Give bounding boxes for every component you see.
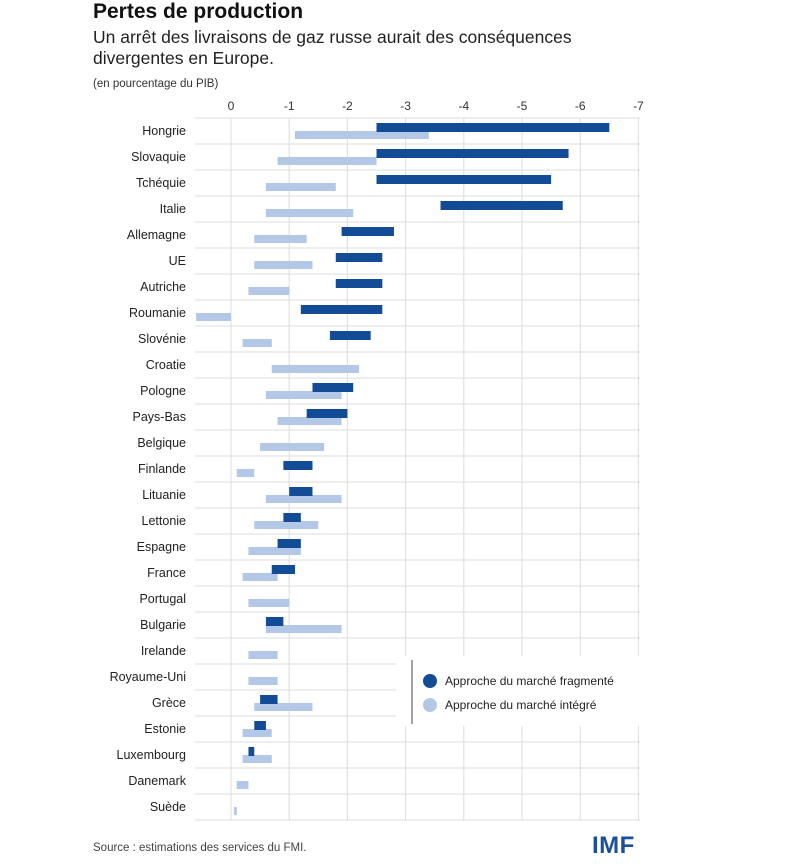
category-label: France	[147, 566, 186, 580]
integrated-market-bar	[265, 183, 336, 191]
integrated-market-bar	[242, 729, 272, 737]
fragmented-market-bar	[376, 123, 610, 132]
fragmented-market-bar	[283, 461, 313, 470]
x-tick-label: -4	[458, 99, 469, 113]
category-label: Estonie	[144, 722, 186, 736]
fragmented-market-bar	[335, 253, 383, 262]
integrated-market-bar	[248, 651, 278, 659]
legend-label-integrated: Approche du marché intégré	[445, 698, 597, 712]
fragmented-market-bar	[306, 409, 348, 418]
x-tick-label: -3	[400, 99, 411, 113]
integrated-market-bar	[248, 677, 278, 685]
fragmented-market-bar	[271, 565, 296, 574]
category-label: Espagne	[137, 540, 186, 554]
integrated-market-bar	[265, 391, 342, 399]
category-label: Irelande	[141, 644, 186, 658]
category-labels: Hongrie Slovaquie Tchéquie Italie Allemagne U…	[110, 124, 187, 814]
category-label: Royaume-Uni	[110, 670, 186, 684]
category-label: Croatie	[146, 358, 186, 372]
integrated-market-bar	[236, 781, 249, 789]
bars	[196, 123, 610, 815]
integrated-market-bar	[236, 469, 255, 477]
category-label: Allemagne	[127, 228, 186, 242]
integrated-market-bar	[254, 235, 307, 243]
legend: Approche du marché fragmenté Approche du …	[396, 656, 640, 726]
category-label: Danemark	[128, 774, 186, 788]
integrated-market-bar	[242, 755, 272, 763]
legend-label-fragmented: Approche du marché fragmenté	[445, 674, 614, 688]
category-label: UE	[169, 254, 186, 268]
fragmented-market-bar	[260, 695, 278, 704]
integrated-market-bar	[196, 313, 231, 321]
integrated-market-bar	[265, 625, 342, 633]
x-axis-ticks: 0 -1 -2 -3 -4 -5 -6 -7	[228, 99, 644, 113]
chart-title: Pertes de production	[93, 0, 304, 23]
fragmented-market-bar	[312, 383, 354, 392]
integrated-market-bar	[277, 157, 377, 165]
legend-background	[396, 656, 640, 726]
integrated-market-bar	[265, 495, 342, 503]
unit-note: (en pourcentage du PIB)	[93, 78, 219, 90]
legend-swatch-integrated	[423, 698, 437, 712]
integrated-market-bar	[254, 703, 313, 711]
x-tick-label: -6	[575, 99, 586, 113]
fragmented-market-bar	[440, 201, 563, 210]
chart-subtitle: Un arrêt des livraisons de gaz russe aur…	[93, 27, 572, 68]
fragmented-market-bar	[329, 331, 371, 340]
x-tick-label: -7	[633, 99, 644, 113]
fragmented-market-bar	[376, 175, 552, 184]
fragmented-market-bar	[289, 487, 313, 496]
category-label: Italie	[160, 202, 186, 216]
fragmented-market-bar	[248, 747, 255, 756]
integrated-market-bar	[248, 287, 290, 295]
category-label: Tchéquie	[136, 176, 186, 190]
category-label: Roumanie	[129, 306, 186, 320]
integrated-market-bar	[271, 365, 360, 373]
imf-logo: IMF	[592, 832, 635, 859]
x-tick-label: -5	[517, 99, 528, 113]
fragmented-market-bar	[376, 149, 569, 158]
integrated-market-bar	[254, 521, 319, 529]
integrated-market-bar	[277, 417, 342, 425]
category-label: Grèce	[152, 696, 186, 710]
category-label: Hongrie	[142, 124, 186, 138]
legend-swatch-fragmented	[423, 674, 437, 688]
category-label: Autriche	[140, 280, 186, 294]
fragmented-market-bar	[277, 539, 301, 548]
integrated-market-bar	[248, 599, 290, 607]
integrated-market-bar	[248, 547, 301, 555]
x-tick-label: -1	[284, 99, 295, 113]
category-label: Portugal	[139, 592, 186, 606]
integrated-market-bar	[260, 443, 325, 451]
fragmented-market-bar	[335, 279, 383, 288]
category-label: Finlande	[138, 462, 186, 476]
integrated-market-bar	[295, 131, 429, 139]
x-tick-label: -2	[342, 99, 353, 113]
integrated-market-bar	[265, 209, 354, 217]
category-label: Slovaquie	[131, 150, 186, 164]
fragmented-market-bar	[341, 227, 394, 236]
category-label: Lituanie	[142, 488, 186, 502]
fragmented-market-bar	[300, 305, 383, 314]
fragmented-market-bar	[265, 617, 284, 626]
fragmented-market-bar	[254, 721, 266, 730]
category-label: Suède	[150, 800, 186, 814]
x-tick-label: 0	[228, 99, 235, 113]
integrated-market-bar	[242, 339, 272, 347]
category-label: Belgique	[137, 436, 186, 450]
source-note: Source : estimations des services du FMI…	[93, 842, 307, 854]
category-label: Luxembourg	[117, 748, 187, 762]
fragmented-market-bar	[283, 513, 301, 522]
integrated-market-bar	[242, 573, 278, 581]
integrated-market-bar	[254, 261, 313, 269]
category-label: Lettonie	[142, 514, 187, 528]
integrated-market-bar	[233, 807, 237, 815]
category-label: Bulgarie	[140, 618, 186, 632]
category-label: Slovénie	[138, 332, 186, 346]
category-label: Pays-Bas	[133, 410, 187, 424]
category-label: Pologne	[140, 384, 186, 398]
